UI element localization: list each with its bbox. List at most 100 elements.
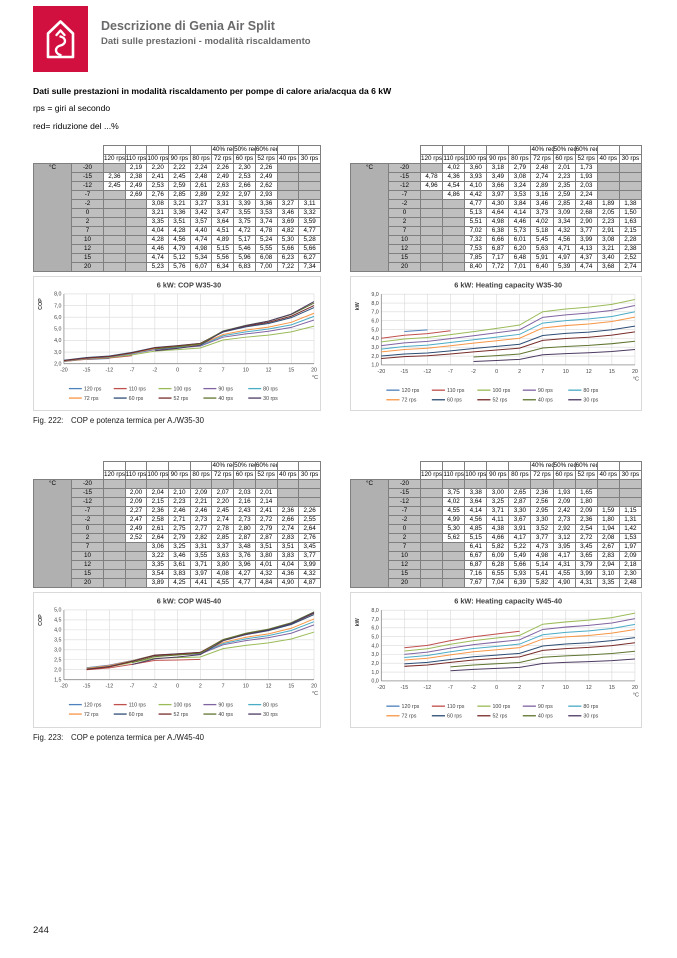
table-cell: 3,21	[168, 199, 191, 209]
table-row: 20 5,23 5,76 6,07 6,34 6,83 7,00 7,22 7,34	[34, 262, 321, 272]
series-line	[450, 651, 635, 668]
table-cell: 2,08	[596, 533, 620, 544]
table-cell: 1,42	[618, 524, 643, 535]
table-row: 12 4,46 4,79 4,98 5,15 5,46 5,55 5,66 5,66	[34, 244, 321, 254]
legend-label: 40 rps	[218, 396, 233, 402]
x-tick-label: 7	[541, 369, 544, 375]
table-cell: 4,32	[552, 226, 576, 236]
table-cell: 2,90	[574, 217, 598, 227]
table-cell: 5,39	[552, 262, 576, 272]
table-row: -15 4,78 4,36 3,93 3,49 3,08 2,74 2,23 1,93	[351, 172, 643, 182]
table-cell	[124, 244, 148, 254]
series-line	[381, 331, 636, 359]
table-cell: 3,99	[574, 235, 598, 245]
table-cell: -15	[388, 488, 421, 499]
legend-label: 52 rps	[174, 712, 189, 718]
table-cell: 5,15	[464, 533, 488, 544]
table-cell: 60 rps	[552, 470, 576, 481]
table-cell: 5,63	[530, 244, 554, 254]
table-cell: 3,31	[211, 199, 235, 209]
table-cell: 2,19	[124, 163, 148, 173]
table-cell: 4,32	[254, 569, 278, 580]
table-cell: 2,16	[233, 497, 256, 508]
table-cell: 4,98	[189, 244, 213, 254]
table-cell: 30 rps	[298, 470, 321, 481]
table-cell: 2,79	[168, 533, 191, 544]
table-cell: 2,87	[254, 533, 278, 544]
table-cell	[442, 253, 466, 263]
table-cell: 4,42	[464, 190, 488, 200]
table-cell	[442, 569, 466, 580]
table-cell: 2,46	[168, 506, 191, 517]
table-cell: 4,25	[168, 578, 191, 589]
table-cell	[442, 551, 466, 562]
table-cell: 7	[388, 226, 421, 236]
legend-label: 100 rps	[492, 388, 510, 394]
table-row: 120 rps 110 rps 100 rps 90 rps 80 rps 72 rps 6…	[350, 470, 643, 481]
table-cell: 5,93	[508, 569, 532, 580]
table-cell: 90 rps	[486, 154, 510, 164]
table-cell: 2,76	[146, 190, 170, 200]
table-cell	[596, 488, 620, 499]
table-cell: 2,09	[189, 488, 213, 499]
table-cell: 3,99	[574, 569, 598, 580]
table-cell: 3,30	[508, 506, 532, 517]
table-cell: 2,41	[254, 506, 278, 517]
table-cell: 4,36	[276, 569, 300, 580]
table-cell: 0	[71, 524, 104, 535]
table-cell: 5,41	[530, 569, 554, 580]
intro-rps-definition: rps = giri al secondo	[33, 103, 111, 113]
table-cell: 2,27	[124, 506, 148, 517]
table-cell: 5,13	[464, 208, 488, 218]
table-cell	[442, 217, 466, 227]
x-tick-label: 7	[541, 685, 544, 691]
table-cell: 2,35	[552, 181, 576, 191]
x-tick-label: 10	[563, 685, 569, 691]
table-cell: 4,27	[233, 569, 256, 580]
y-tick-label: 8,0	[371, 608, 378, 614]
y-tick-label: 2,0	[371, 661, 378, 667]
table-cell: 4,86	[442, 190, 466, 200]
table-cell: 1,50	[618, 208, 643, 218]
x-tick-label: -2	[153, 684, 158, 690]
table-cell: 20	[71, 262, 104, 272]
x-tick-label: 10	[563, 369, 569, 375]
table-cell	[618, 497, 643, 508]
y-tick-label: 5,0	[54, 327, 61, 333]
table-cell: 4,55	[552, 569, 576, 580]
table-cell: 40% red	[211, 145, 235, 155]
table-cell: 72 rps	[211, 154, 235, 164]
table-cell	[419, 235, 444, 245]
table-cell: 3,11	[298, 199, 321, 209]
table-cell	[618, 190, 643, 200]
x-tick-label: -20	[60, 368, 68, 374]
table-cell: 4,41	[189, 578, 213, 589]
table-cell	[124, 542, 148, 553]
table-cell: 100 rps	[146, 154, 170, 164]
y-tick-label: 4,0	[54, 338, 61, 344]
table-cell: 12	[71, 244, 104, 254]
table-cell: 4,78	[419, 172, 444, 182]
table-cell	[124, 199, 148, 209]
table-cell: 6,67	[464, 551, 488, 562]
table-cell: 2,09	[618, 551, 643, 562]
table-cell: 3,57	[189, 217, 213, 227]
table-cell	[276, 181, 300, 191]
table-cell: 3,25	[486, 497, 510, 508]
table-cell: 3,83	[168, 569, 191, 580]
caption-label: Fig. 222:	[33, 416, 64, 426]
table-cell: 4,99	[442, 515, 466, 526]
series-line	[381, 316, 636, 353]
table-cell: 2,73	[552, 515, 576, 526]
table-cell: 4,31	[552, 560, 576, 571]
table-row: 20 7,67 7,04 6,39 5,82 4,90 4,31 3,35 2,48	[351, 578, 643, 589]
table-cell: 7	[388, 542, 421, 553]
table-cell: 2	[71, 217, 104, 227]
table-cell: 40 rps	[596, 470, 620, 481]
table-cell: 2,65	[508, 488, 532, 499]
y-tick-label: 2,5	[54, 658, 61, 664]
table-cell: 2	[388, 217, 421, 227]
table-cell: -20	[71, 479, 104, 490]
table-cell: 3,53	[254, 208, 278, 218]
table-cell: 7	[71, 226, 104, 236]
